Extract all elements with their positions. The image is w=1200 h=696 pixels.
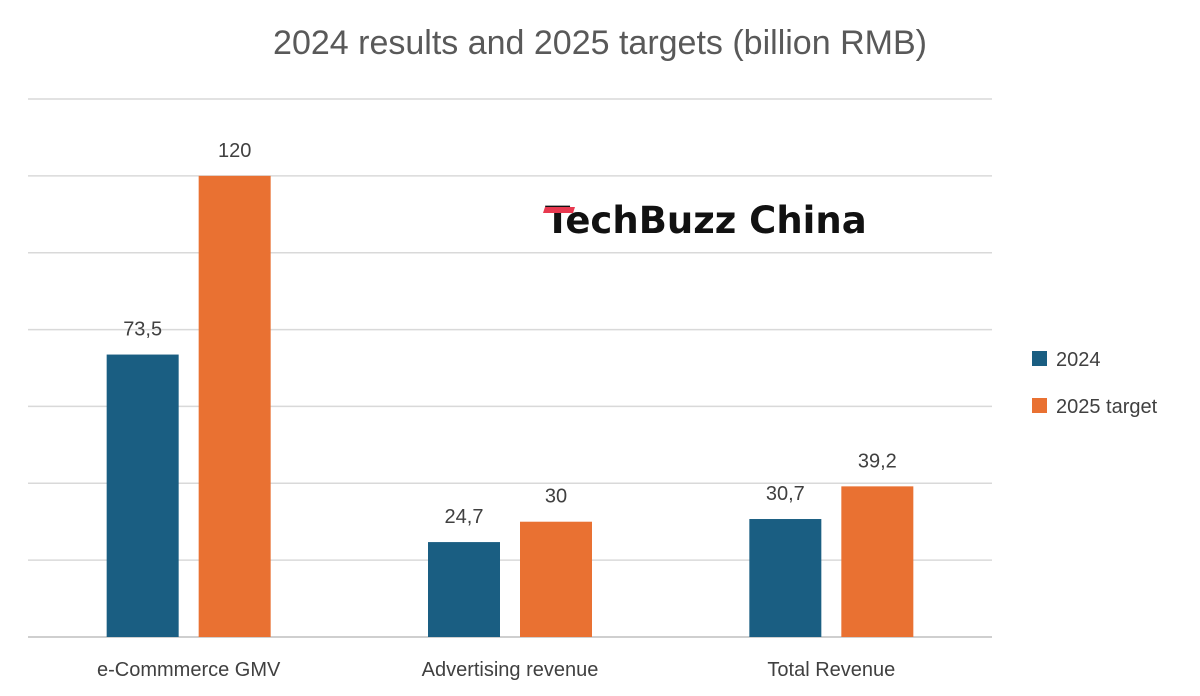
logo-wordmark: TechBuzz China: [545, 199, 867, 242]
data-label: 120: [218, 140, 251, 162]
data-labels: 73,5 120 24,7 30 30,7 39,2: [123, 140, 897, 528]
category-labels: e-Commmerce GMV Advertising revenue Total …: [97, 659, 895, 681]
category-label: Total Revenue: [767, 659, 895, 681]
data-label: 30: [545, 486, 567, 508]
legend-swatch: [1032, 398, 1047, 413]
chart-title: 2024 results and 2025 targets (billion R…: [273, 24, 927, 62]
techbuzz-china-logo: TechBuzz China: [543, 199, 867, 242]
bar-2024-0: [106, 354, 179, 637]
bar-2025-target-2: [841, 486, 914, 637]
data-label: 24,7: [445, 506, 484, 528]
bar-2025-target-1: [520, 521, 592, 637]
bar-2024-2: [749, 519, 822, 637]
bars: [106, 175, 914, 637]
category-label: e-Commmerce GMV: [97, 659, 281, 681]
legend: 2024 2025 target: [1032, 349, 1158, 418]
gridlines: [28, 98, 992, 638]
data-label: 30,7: [766, 483, 805, 505]
legend-label: 2025 target: [1056, 396, 1158, 418]
logo-accent-mark: [543, 207, 575, 213]
data-label: 39,2: [858, 450, 897, 472]
legend-swatch: [1032, 351, 1047, 366]
data-label: 73,5: [123, 319, 162, 341]
bar-2024-1: [428, 542, 500, 637]
bar-2025-target-0: [198, 175, 271, 637]
legend-label: 2024: [1056, 349, 1101, 371]
category-label: Advertising revenue: [422, 659, 599, 681]
